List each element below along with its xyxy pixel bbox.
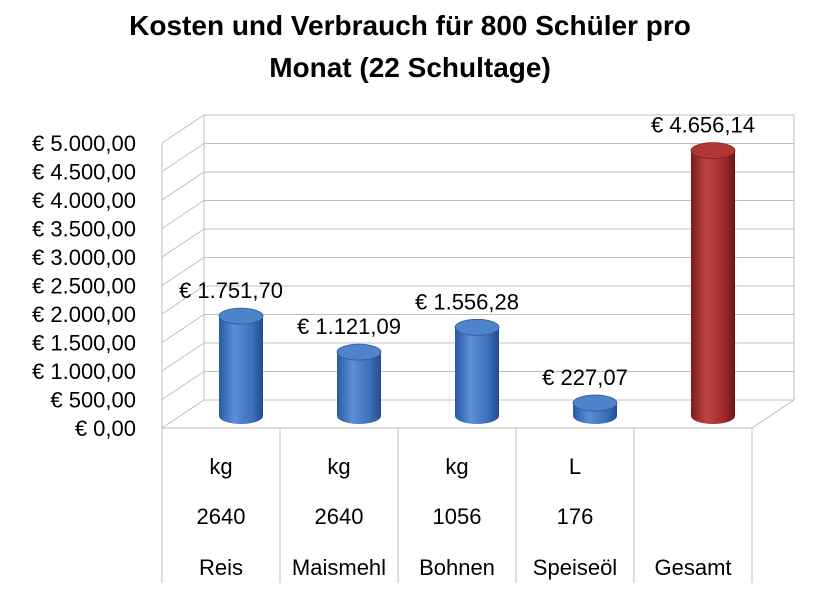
y-tick-label: € 0,00 (75, 416, 136, 441)
bar-body (337, 352, 381, 424)
bar-top (218, 307, 264, 325)
category-label: Speiseöl (533, 555, 617, 580)
floor-right-edge (751, 399, 795, 429)
bar (336, 343, 382, 424)
gridline-side (161, 399, 205, 429)
bar-body (691, 150, 735, 424)
y-tick-label: € 1.500,00 (32, 331, 136, 356)
unit-cell: kg (327, 454, 350, 479)
data-label: € 4.656,14 (651, 113, 755, 138)
quantity-cell: 2640 (315, 504, 364, 529)
unit-cell: kg (209, 454, 232, 479)
quantity-cell: 2640 (197, 504, 246, 529)
category-label: Maismehl (292, 555, 386, 580)
gridline-side (161, 285, 205, 315)
y-tick-label: € 2.500,00 (32, 274, 136, 299)
data-label: € 227,07 (542, 365, 628, 390)
y-tick-label: € 2.000,00 (32, 302, 136, 327)
y-axis-tick-labels: € 0,00 € 500,00 € 1.000,00 € 1.500,00 € 2.00… (32, 131, 136, 441)
bar (572, 394, 618, 424)
quantity-cell: 176 (557, 504, 594, 529)
y-tick-label: € 3.500,00 (32, 217, 136, 242)
category-label: Reis (199, 555, 243, 580)
data-table: kg 2640 Reis kg 2640 Maismehl kg 1056 Bohnen L 176… (161, 427, 753, 583)
quantity-cell: 1056 (433, 504, 482, 529)
chart-title-line-2: Monat (22 Schultage) (269, 52, 551, 83)
bars (218, 142, 736, 424)
y-tick-label: € 5.000,00 (32, 131, 136, 156)
data-labels: € 1.751,70 € 1.121,09 € 1.556,28 € 227,07 € … (179, 113, 755, 390)
y-tick-label: € 1.000,00 (32, 359, 136, 384)
data-label: € 1.556,28 (415, 289, 519, 314)
gridline-side (161, 200, 205, 229)
bar-top (690, 142, 736, 160)
gridline-side (161, 143, 205, 172)
unit-cell: L (569, 454, 581, 479)
chart-title-line-1: Kosten und Verbrauch für 800 Schüler pro (129, 10, 691, 41)
category-label: Gesamt (654, 555, 731, 580)
bar (218, 307, 264, 424)
y-tick-label: € 500,00 (50, 388, 136, 413)
y-tick-label: € 4.500,00 (32, 160, 136, 185)
bar-top (336, 343, 382, 361)
bar-body (455, 327, 499, 424)
unit-cell: kg (445, 454, 468, 479)
y-tick-label: € 4.000,00 (32, 188, 136, 213)
bar-top (454, 318, 500, 336)
gridline-side (161, 371, 205, 400)
gridline-side (161, 228, 205, 258)
bar-body (219, 316, 263, 424)
gridline-side (161, 342, 205, 372)
gridline-side (161, 314, 205, 343)
data-label: € 1.121,09 (297, 314, 401, 339)
bar (454, 318, 500, 424)
y-tick-label: € 3.000,00 (32, 245, 136, 270)
gridline-side (161, 171, 205, 201)
data-label: € 1.751,70 (179, 278, 283, 303)
bar-top (572, 394, 618, 412)
gridline-side (161, 257, 205, 286)
bar (690, 142, 736, 424)
category-label: Bohnen (419, 555, 495, 580)
gridline-side (161, 114, 205, 144)
